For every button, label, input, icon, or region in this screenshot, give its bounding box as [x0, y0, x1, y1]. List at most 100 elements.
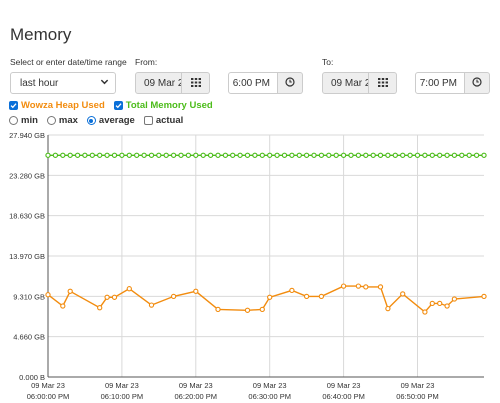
total-label: Total Memory Used — [125, 100, 213, 111]
x-tick-time: 06:40:00 PM — [322, 392, 365, 401]
clock-icon — [285, 74, 295, 92]
x-tick-date: 09 Mar 23 — [179, 381, 213, 390]
wowza-heap-used-point — [45, 292, 51, 298]
total-memory-used-point — [303, 152, 310, 158]
wowza-heap-used-point — [340, 283, 347, 289]
wowza-heap-used-point — [126, 286, 132, 292]
from-clock-button[interactable] — [278, 72, 303, 94]
from-date-input[interactable]: 09 Mar 23 — [135, 72, 182, 94]
min-radio[interactable] — [9, 116, 18, 125]
y-tick-label: 4.660 GB — [13, 333, 45, 342]
x-tick-time: 06:10:00 PM — [101, 392, 144, 401]
from-label: From: — [135, 57, 158, 67]
wowza-heap-used-point — [400, 291, 406, 297]
y-tick-label: 0.000 B — [19, 373, 45, 382]
chevron-down-icon — [100, 77, 109, 89]
total-memory-used-point — [119, 152, 125, 158]
total-memory-used-point — [237, 152, 243, 158]
max-radio[interactable] — [46, 116, 56, 125]
from-time-input[interactable]: 6:00 PM — [228, 72, 278, 94]
total-memory-used-point — [429, 152, 435, 158]
total-memory-used-point — [340, 152, 347, 158]
heap-checkbox[interactable] — [9, 101, 18, 110]
total-memory-used-point — [363, 152, 369, 158]
total-memory-used-point — [414, 152, 421, 158]
average-option[interactable]: average — [86, 115, 135, 126]
y-tick-label: 27.940 GB — [9, 131, 45, 140]
from-calendar-button[interactable] — [182, 72, 210, 94]
actual-label: actual — [155, 115, 184, 126]
wowza-heap-used-point — [444, 303, 450, 309]
checkmark-icon — [115, 103, 122, 109]
x-tick-date: 09 Mar 23 — [401, 381, 435, 390]
x-tick-time: 06:50:00 PM — [396, 392, 439, 401]
to-time-input[interactable]: 7:00 PM — [415, 72, 465, 94]
total-memory-used-point — [67, 152, 73, 158]
wowza-heap-used-point — [170, 293, 177, 300]
total-memory-used-point — [392, 152, 398, 158]
calendar-grid-icon — [377, 74, 388, 92]
wowza-heap-used-point — [437, 300, 443, 307]
total-memory-used-point — [311, 152, 317, 158]
wowza-heap-used-point — [215, 306, 221, 313]
total-memory-used-point — [60, 152, 66, 158]
wowza-heap-used-point — [111, 294, 118, 300]
wowza-heap-used-point — [422, 309, 428, 315]
total-memory-used-point — [97, 152, 103, 158]
total-memory-used-point — [163, 152, 169, 158]
total-memory-used-point — [377, 152, 384, 158]
average-radio[interactable] — [86, 116, 96, 125]
wowza-heap-used-point — [97, 305, 103, 311]
total-memory-used-point — [407, 152, 413, 158]
total-memory-used-point — [326, 152, 332, 158]
total-memory-used-point — [45, 152, 51, 158]
range-select[interactable]: last hour — [10, 72, 116, 94]
to-calendar-button[interactable] — [369, 72, 397, 94]
total-memory-used-point — [370, 152, 376, 158]
heap-label: Wowza Heap Used — [21, 100, 105, 111]
total-memory-used-point — [185, 152, 192, 158]
total-memory-used-point — [222, 152, 229, 158]
heap-toggle[interactable]: Wowza Heap Used — [9, 100, 105, 111]
min-option[interactable]: min — [9, 115, 38, 126]
total-memory-used-point — [451, 152, 458, 158]
actual-checkbox[interactable] — [143, 116, 153, 125]
total-memory-used-point — [481, 152, 487, 158]
max-option[interactable]: max — [46, 115, 78, 126]
total-memory-used-point — [244, 152, 251, 158]
total-memory-used-point — [267, 152, 273, 158]
wowza-heap-used-point — [451, 296, 458, 302]
total-toggle[interactable]: Total Memory Used — [113, 100, 213, 111]
y-tick-label: 18.630 GB — [9, 212, 45, 221]
total-memory-used-point — [348, 152, 354, 158]
total-checkbox[interactable] — [113, 101, 123, 110]
checkmark-icon — [10, 103, 17, 109]
to-clock-button[interactable] — [465, 72, 490, 94]
clock-icon — [472, 74, 482, 92]
total-memory-used-point — [134, 152, 140, 158]
wowza-heap-used-point — [244, 307, 251, 313]
x-tick-date: 09 Mar 23 — [327, 381, 361, 390]
aggregation-options: min max average actual — [9, 115, 192, 126]
to-date-input[interactable]: 09 Mar 23 — [322, 72, 369, 94]
wowza-heap-used-point — [363, 284, 369, 290]
x-tick-time: 06:00:00 PM — [27, 392, 70, 401]
max-label: max — [58, 115, 78, 126]
calendar-grid-icon — [190, 74, 201, 92]
wowza-heap-used-point — [289, 287, 295, 294]
series-legend: Wowza Heap Used Total Memory Used — [9, 100, 222, 111]
total-memory-used-point — [89, 152, 95, 158]
total-memory-used-point — [318, 152, 325, 158]
actual-option[interactable]: actual — [143, 115, 184, 126]
x-tick-date: 09 Mar 23 — [31, 381, 65, 390]
x-tick-time: 06:30:00 PM — [248, 392, 291, 401]
total-memory-used-point — [126, 152, 132, 158]
wowza-heap-used-point — [267, 294, 273, 300]
total-memory-used-point — [156, 152, 162, 158]
y-tick-label: 13.970 GB — [9, 252, 45, 261]
total-memory-used-point — [296, 152, 302, 158]
total-memory-used-point — [355, 152, 362, 158]
y-tick-label: 23.280 GB — [9, 171, 45, 180]
total-memory-used-point — [104, 152, 110, 158]
